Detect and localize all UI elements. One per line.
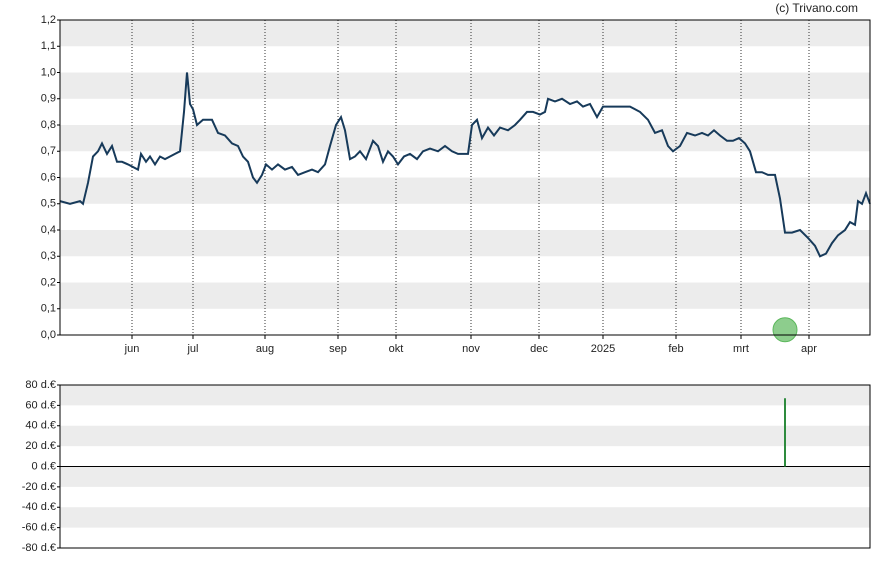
- y-tick-label: -20 d.€: [22, 481, 56, 493]
- y-tick-label: 60 d.€: [25, 399, 56, 411]
- stripe: [60, 425, 870, 447]
- y-tick-label: 0,2: [41, 276, 56, 288]
- source-credit: (c) Trivano.com: [775, 1, 858, 15]
- y-tick-label: -40 d.€: [22, 501, 56, 513]
- y-tick-label: 0,6: [41, 171, 56, 183]
- stripe: [60, 125, 870, 152]
- y-tick-label: 0,3: [41, 250, 56, 262]
- stripe: [60, 20, 870, 47]
- y-tick-label: 0,0: [41, 329, 56, 341]
- x-tick-label: 2025: [591, 343, 615, 355]
- x-tick-label: aug: [256, 343, 274, 355]
- y-tick-label: 20 d.€: [25, 440, 56, 452]
- stripe: [60, 230, 870, 257]
- y-tick-label: 0,8: [41, 119, 56, 131]
- x-tick-label: jul: [186, 343, 198, 355]
- y-tick-label: -80 d.€: [22, 542, 56, 554]
- y-tick-label: 80 d.€: [25, 379, 56, 391]
- stripe: [60, 282, 870, 309]
- stripe: [60, 72, 870, 99]
- x-tick-label: nov: [462, 343, 480, 355]
- price-line: [59, 72, 871, 258]
- y-tick-label: 0,9: [41, 93, 56, 105]
- y-tick-label: 0,1: [41, 303, 56, 315]
- y-tick-label: -60 d.€: [22, 522, 56, 534]
- stripe: [60, 177, 870, 204]
- x-tick-label: mrt: [733, 343, 749, 355]
- y-tick-label: 40 d.€: [25, 420, 56, 432]
- y-tick-label: 1,1: [41, 40, 56, 52]
- x-tick-label: jun: [124, 343, 140, 355]
- x-tick-label: feb: [668, 343, 683, 355]
- stripe: [60, 507, 870, 528]
- x-tick-label: apr: [801, 343, 817, 355]
- bar: [784, 398, 786, 467]
- y-tick-label: 0,4: [41, 224, 56, 236]
- stripe: [60, 466, 870, 487]
- stripe: [60, 385, 870, 406]
- x-tick-label: okt: [389, 343, 404, 355]
- plot-frame: [59, 384, 871, 549]
- y-tick-label: 0,5: [41, 198, 56, 210]
- y-tick-label: 0 d.€: [32, 460, 56, 472]
- x-tick-label: dec: [530, 343, 548, 355]
- x-tick-label: sep: [329, 343, 347, 355]
- y-tick-label: 1,0: [41, 66, 56, 78]
- y-tick-label: 0,7: [41, 145, 56, 157]
- event-marker: [772, 317, 798, 343]
- plot-frame: [59, 19, 871, 336]
- y-tick-label: 1,2: [41, 14, 56, 26]
